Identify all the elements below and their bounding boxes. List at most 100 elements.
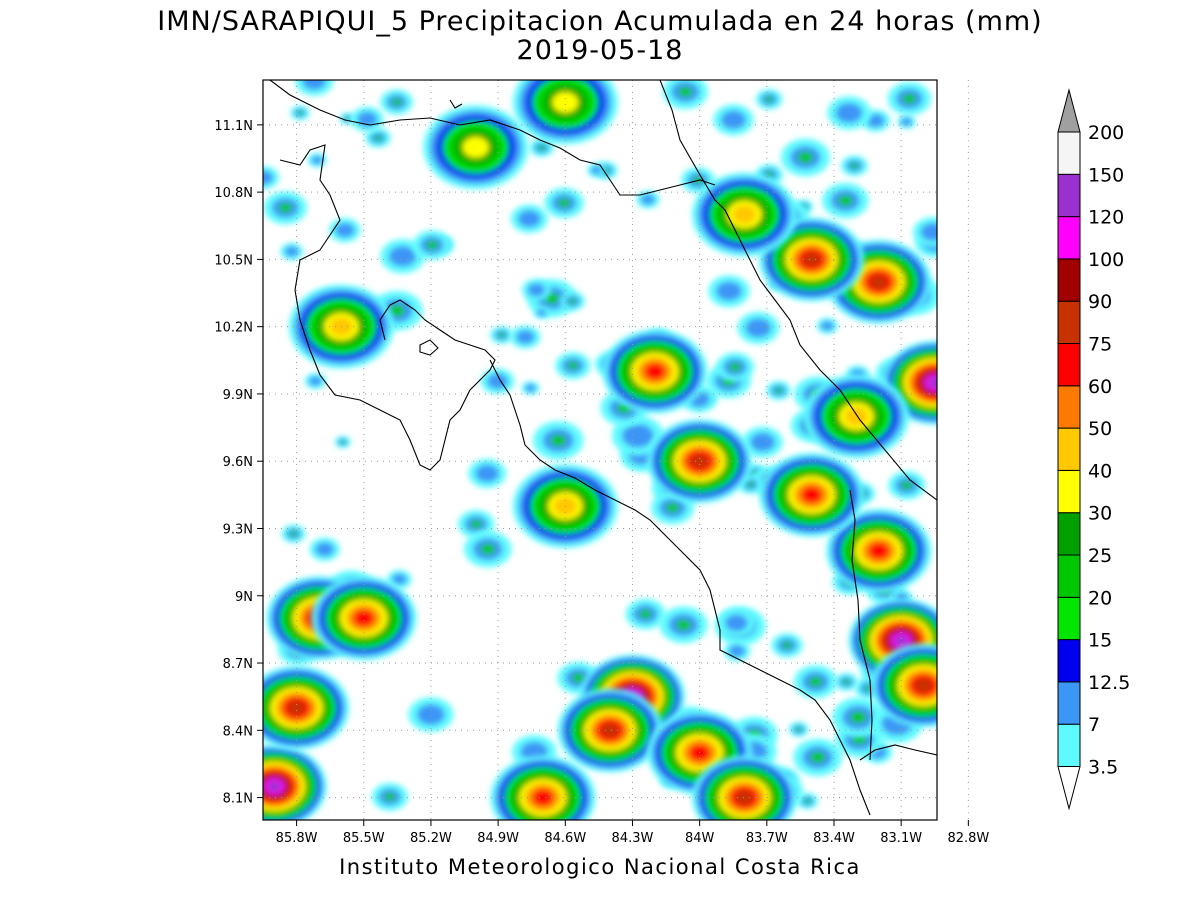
graticule-grid <box>257 80 969 826</box>
precip-hotspot <box>759 452 865 537</box>
precip-cell <box>560 291 585 311</box>
colorbar-label: 3.5 <box>1088 757 1118 779</box>
precip-hotspot <box>882 340 937 425</box>
precip-cell <box>295 80 334 96</box>
precip-cell <box>755 89 783 110</box>
burica-coast <box>859 744 937 761</box>
precip-hotspot <box>647 419 753 504</box>
precip-hotspot <box>602 329 708 414</box>
precip-cell <box>533 421 584 460</box>
lon-tick-label: 84.3W <box>612 831 654 846</box>
precip-cell <box>468 458 507 489</box>
precip-cell <box>304 372 326 390</box>
lon-tick-label: 84.6W <box>544 831 586 846</box>
colorbar-label: 75 <box>1088 334 1112 356</box>
precip-cell <box>521 278 551 301</box>
colorbar-label: 60 <box>1088 376 1112 398</box>
colorbar-swatch <box>1057 681 1081 725</box>
lat-tick-label: 8.4N <box>223 724 253 739</box>
map-title: IMN/SARAPIQUI_5 Precipitacion Acumulada … <box>157 6 1043 37</box>
precip-cell <box>793 738 842 777</box>
precip-cell <box>587 163 606 178</box>
precip-cell <box>742 426 783 458</box>
colorbar-swatch <box>1057 512 1081 556</box>
lon-tick-label: 82.8W <box>947 831 989 846</box>
precip-cell <box>822 182 869 219</box>
osa-peninsula <box>759 669 871 816</box>
colorbar-label: 200 <box>1088 122 1124 144</box>
colorbar-swatch <box>1057 723 1081 768</box>
colorbar-swatch <box>1057 343 1081 387</box>
precip-hotspot <box>691 172 797 257</box>
precip-cell <box>263 165 279 190</box>
precip-hotspot <box>490 755 596 820</box>
colorbar-swatch <box>1057 596 1081 641</box>
lat-tick-label: 9N <box>235 590 253 605</box>
precip-cell <box>659 606 708 644</box>
colorbar-label: 15 <box>1088 630 1112 652</box>
precip-cell <box>716 352 755 382</box>
lon-tick-label: 83.1W <box>880 831 922 846</box>
colorbar-label: 7 <box>1088 714 1100 736</box>
precip-cell <box>280 242 304 261</box>
precip-hotspot <box>557 688 663 773</box>
lat-tick-label: 10.8N <box>214 186 253 201</box>
colorbar-label: 50 <box>1088 418 1112 440</box>
footer-credit: Instituto Meteorologico Nacional Costa R… <box>339 855 861 879</box>
colorbar-label: 120 <box>1088 207 1124 229</box>
lat-tick-label: 9.9N <box>223 388 253 403</box>
precip-hotspot <box>803 374 909 459</box>
lon-tick-label: 83.7W <box>746 831 788 846</box>
precip-cell <box>780 138 830 177</box>
map-date: 2019-05-18 <box>516 35 684 66</box>
colorbar-swatch <box>1057 131 1081 175</box>
lon-tick-label: 85.2W <box>410 831 452 846</box>
lat-tick-label: 8.1N <box>223 792 253 807</box>
gulf-islands <box>449 99 463 109</box>
precip-cell <box>793 665 838 699</box>
precip-cell <box>834 673 858 691</box>
panama-border <box>849 489 873 761</box>
colorbar-swatch <box>1057 427 1081 471</box>
lat-tick-label: 10.5N <box>214 253 253 268</box>
precip-hotspot <box>759 217 865 302</box>
precip-hotspot <box>311 576 417 661</box>
precip-cell <box>533 306 550 319</box>
precip-hotspot <box>512 80 618 145</box>
precipitation-field <box>263 80 937 820</box>
precip-cell <box>281 524 306 543</box>
lon-tick-label: 84W <box>685 831 715 846</box>
precip-cell <box>334 436 351 449</box>
precip-cell <box>290 105 310 121</box>
precip-cell <box>788 721 809 737</box>
precip-cell <box>887 81 931 116</box>
colorbar-swatch <box>1057 173 1081 218</box>
lon-tick-label: 84.9W <box>477 831 519 846</box>
colorbar-swatch <box>1057 300 1081 345</box>
lat-tick-label: 8.7N <box>223 657 253 672</box>
precip-cell <box>662 80 708 110</box>
precip-cell <box>263 191 307 225</box>
lat-tick-label: 9.6N <box>223 455 253 470</box>
precip-cell <box>771 633 803 658</box>
precip-cell <box>510 325 541 349</box>
colorbar-swatch <box>1057 554 1081 598</box>
precip-hotspot <box>691 755 797 820</box>
precip-cell <box>413 230 452 260</box>
lake-outline <box>419 339 439 356</box>
precip-hotspot <box>423 105 529 190</box>
precip-cell <box>897 114 916 129</box>
lon-tick-label: 85.5W <box>343 831 385 846</box>
colorbar-legend: 3.5 7 12.5 15 20 25 30 40 50 60 75 90 100 120 150 200 <box>1057 88 1130 811</box>
precip-cell <box>480 368 515 395</box>
caribbean-coast <box>659 80 937 501</box>
precip-cell <box>708 275 750 308</box>
latitude-labels: 11.1N 10.8N 10.5N 10.2N 9.9N 9.6N 9.3N 9N 8.7N 8.… <box>214 119 253 807</box>
colorbar-label: 40 <box>1088 460 1112 482</box>
precip-cell <box>309 537 340 561</box>
precip-hotspot <box>826 508 932 593</box>
precip-cell <box>723 640 751 662</box>
colorbar-swatch <box>1057 469 1081 514</box>
precip-cell <box>350 106 384 132</box>
precip-cell <box>766 381 791 400</box>
